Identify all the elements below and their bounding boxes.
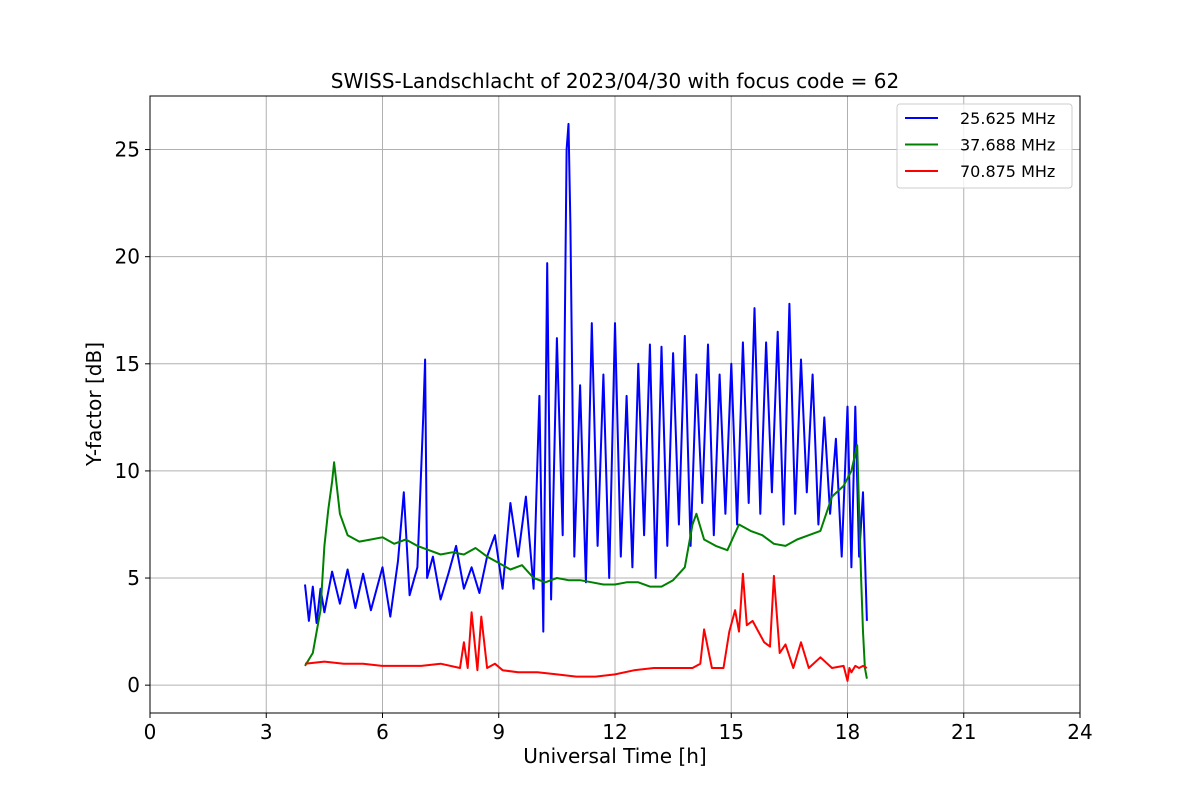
- y-tick-label: 0: [127, 673, 140, 697]
- x-tick-label: 3: [260, 720, 273, 744]
- series-line-3: [304, 572, 868, 682]
- y-tick-label: 10: [115, 459, 140, 483]
- y-tick-label: 25: [115, 138, 140, 162]
- legend: 25.625 MHz 37.688 MHz 70.875 MHz: [896, 103, 1073, 189]
- x-tick-label: 21: [951, 720, 976, 744]
- legend-items: 25.625 MHz 37.688 MHz 70.875 MHz: [905, 109, 1055, 181]
- tick-layer: 0 3 6 9 12 15 18 21 24 0 5 10 15 20 25: [115, 138, 1093, 744]
- legend-label-1: 25.625 MHz: [960, 109, 1055, 128]
- y-axis-label: Y-factor [dB]: [82, 342, 106, 467]
- x-tick-label: 0: [144, 720, 157, 744]
- legend-box: [896, 103, 1073, 189]
- x-tick-label: 9: [492, 720, 505, 744]
- legend-label-2: 37.688 MHz: [960, 136, 1055, 155]
- x-tick-label: 6: [376, 720, 389, 744]
- y-tick-label: 20: [115, 245, 140, 269]
- x-tick-label: 12: [602, 720, 627, 744]
- series-line-1: [304, 122, 868, 633]
- legend-label-3: 70.875 MHz: [960, 162, 1055, 181]
- series-line-2: [304, 444, 868, 679]
- x-tick-label: 24: [1067, 720, 1092, 744]
- series-layer: [304, 122, 868, 682]
- chart-title: SWISS-Landschlacht of 2023/04/30 with fo…: [331, 69, 899, 93]
- x-tick-label: 15: [719, 720, 744, 744]
- x-axis-label: Universal Time [h]: [523, 744, 706, 768]
- x-tick-label: 18: [835, 720, 860, 744]
- y-tick-label: 15: [115, 352, 140, 376]
- y-tick-label: 5: [127, 566, 140, 590]
